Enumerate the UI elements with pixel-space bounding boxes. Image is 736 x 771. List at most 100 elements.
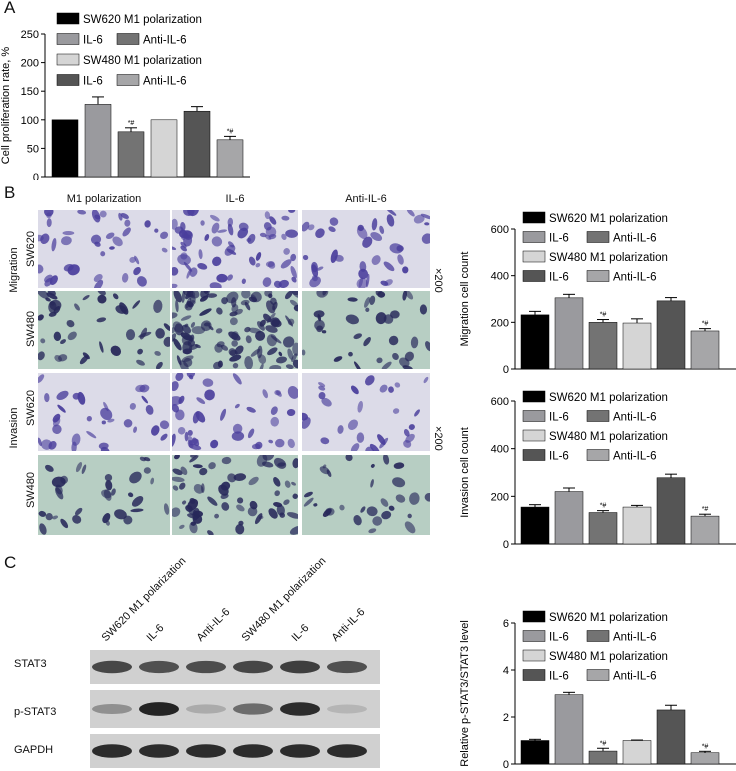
bar (520, 314, 550, 370)
y-axis-label: Migration cell count (459, 252, 471, 347)
bar (117, 131, 145, 178)
gapdh-strip (90, 734, 380, 768)
panel-letter-a: A (4, 0, 16, 17)
legend-label: Anti-IL-6 (613, 671, 656, 683)
axes: 0 50 100 150 200 250 Cell proliferation rate, … (0, 29, 250, 180)
legend-swatch (56, 33, 80, 45)
significance-marker: *# (600, 503, 607, 510)
legend: SW620 M1 polarization IL-6 Anti-IL-6 SW480 … (522, 610, 668, 683)
legend-label: IL-6 (549, 272, 569, 284)
y-tick-label: 2 (503, 712, 509, 724)
legend-swatch (586, 630, 610, 642)
legend-swatch (522, 231, 546, 243)
legend-swatch (522, 250, 546, 263)
legend-label: SW620 M1 polarization (83, 14, 202, 26)
legend-swatch (522, 410, 546, 422)
bar (690, 515, 720, 545)
significance-marker: *# (702, 506, 709, 513)
micrograph-sw480-invasion-il6 (172, 455, 298, 535)
bar (150, 119, 178, 178)
bar (588, 512, 618, 545)
pstat3-chart: 0 2 4 6 Relative p-STAT3/STAT3 level *# *# SW62… (459, 610, 736, 771)
y-tick-label: 0 (503, 364, 509, 376)
legend-label: SW480 M1 polarization (549, 651, 668, 663)
legend-swatch (56, 53, 80, 66)
micrograph-sw620-migration-m1 (38, 210, 170, 288)
legend-label: Anti-IL-6 (613, 412, 656, 424)
legend-label: IL-6 (549, 632, 569, 644)
legend-swatch (522, 630, 546, 642)
legend-label: SW620 M1 polarization (549, 612, 668, 624)
y-axis-label: Cell proliferation rate, % (0, 47, 12, 165)
bar (554, 694, 584, 765)
bar (216, 139, 244, 178)
panel-letter-c: C (4, 553, 17, 572)
micro-col-head-anti: Anti-IL-6 (345, 193, 387, 205)
blot-row-label-pstat3: p-STAT3 (14, 706, 57, 718)
blot-band (327, 660, 367, 674)
bar (656, 477, 686, 545)
legend-swatch (522, 449, 546, 461)
bars: *# *# (51, 96, 244, 178)
blot-band (92, 660, 132, 674)
legend-label: Anti-IL-6 (143, 76, 186, 88)
blot-lane-label: SW620 M1 polarization (99, 555, 189, 644)
micrograph-sw480-invasion-anti-il6 (302, 455, 430, 535)
legend-label: SW620 M1 polarization (549, 213, 668, 225)
legend-label: SW480 M1 polarization (83, 55, 202, 67)
legend-swatch (522, 390, 546, 403)
blot-band (186, 660, 226, 674)
blot-band (280, 702, 320, 716)
legend-swatch (522, 610, 546, 623)
group-label-migration: Migration (8, 247, 20, 293)
blot-lane-label: IL-6 (289, 622, 312, 644)
bars: *# *# (520, 473, 720, 545)
blot-band (186, 744, 226, 758)
legend-swatch (522, 270, 546, 282)
legend-swatch (522, 211, 546, 224)
significance-marker: *# (128, 120, 135, 127)
blot-lane-label: IL-6 (144, 622, 167, 644)
bar (554, 297, 584, 370)
micro-col-head-il6: IL-6 (225, 193, 245, 205)
legend-label: Anti-IL-6 (613, 272, 656, 284)
micro-col-head-m1: M1 polarization (66, 193, 142, 205)
significance-marker: *# (702, 743, 709, 750)
bar (690, 330, 720, 370)
legend: SW620 M1 polarization IL-6 Anti-IL-6 SW480 … (522, 211, 668, 284)
legend-label: IL-6 (549, 412, 569, 424)
blot-row-label-stat3: STAT3 (14, 658, 47, 670)
bars: *# *# (520, 691, 720, 765)
bar (183, 110, 211, 178)
y-tick-label: 50 (27, 143, 39, 155)
micrograph-sw620-invasion-m1 (38, 373, 170, 451)
micrograph-sw480-migration-anti-il6 (302, 291, 430, 369)
row-label-sw620-migration: SW620 (25, 230, 37, 268)
micrograph-sw480-invasion-m1 (38, 455, 170, 535)
magnification-label-invasion: ×200 (432, 426, 444, 451)
legend-label: IL-6 (83, 35, 103, 47)
bar (84, 104, 112, 178)
bar (588, 322, 618, 370)
y-tick-label: 0 (503, 539, 509, 551)
legend-swatch (586, 449, 610, 461)
micrograph-sw620-invasion-il6 (172, 373, 298, 451)
y-tick-label: 0 (33, 172, 39, 180)
blot-band (280, 660, 320, 674)
legend-label: IL-6 (549, 233, 569, 245)
blot-band (233, 744, 273, 758)
legend-swatch (586, 231, 610, 243)
blot-band (186, 704, 226, 714)
y-tick-label: 100 (21, 115, 39, 127)
proliferation-chart: 0 50 100 150 200 250 Cell proliferation rate, … (0, 12, 250, 180)
blot-band (233, 660, 273, 674)
y-axis-label: Invasion cell count (459, 427, 471, 518)
blot-image (90, 650, 380, 768)
y-tick-label: 400 (491, 444, 509, 456)
pstat3-strip (90, 690, 380, 728)
blot-band (280, 744, 320, 758)
blot-lane-label: Anti-IL-6 (329, 606, 368, 644)
legend-label: SW480 M1 polarization (549, 431, 668, 443)
legend-label: SW480 M1 polarization (549, 252, 668, 264)
bar (622, 322, 652, 370)
